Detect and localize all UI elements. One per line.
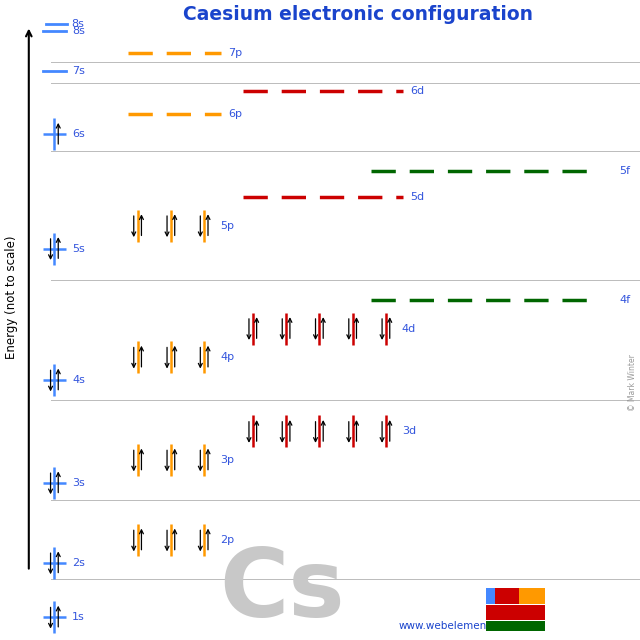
- Text: © Mark Winter: © Mark Winter: [628, 355, 637, 412]
- Bar: [486, 621, 545, 632]
- Text: 8s: 8s: [72, 19, 84, 29]
- Bar: [486, 588, 495, 604]
- Text: 8s: 8s: [72, 26, 85, 36]
- Text: 4p: 4p: [220, 352, 234, 362]
- Text: 4f: 4f: [620, 295, 630, 305]
- Text: Energy (not to scale): Energy (not to scale): [5, 236, 18, 359]
- Text: 5p: 5p: [220, 221, 234, 230]
- Text: 3d: 3d: [402, 426, 416, 436]
- Text: Caesium electronic configuration: Caesium electronic configuration: [184, 4, 533, 24]
- Text: 3s: 3s: [72, 478, 85, 488]
- Text: www.webelements.com: www.webelements.com: [399, 621, 522, 632]
- Text: 3p: 3p: [220, 455, 234, 465]
- Text: 6p: 6p: [228, 109, 243, 119]
- Text: 7p: 7p: [228, 47, 243, 58]
- Text: 7s: 7s: [72, 67, 85, 76]
- Bar: [495, 588, 519, 604]
- Text: 4d: 4d: [402, 324, 416, 333]
- Bar: [519, 588, 545, 604]
- Text: 6s: 6s: [72, 129, 85, 140]
- Bar: [486, 605, 545, 620]
- Text: 2s: 2s: [72, 558, 85, 568]
- Text: Cs: Cs: [219, 545, 344, 637]
- Text: 1s: 1s: [72, 612, 85, 622]
- Text: 5f: 5f: [620, 166, 630, 177]
- Text: 5s: 5s: [72, 244, 85, 253]
- Text: 4s: 4s: [72, 375, 85, 385]
- Text: 6d: 6d: [410, 86, 424, 97]
- Text: 2p: 2p: [220, 535, 234, 545]
- Text: 5d: 5d: [410, 192, 424, 202]
